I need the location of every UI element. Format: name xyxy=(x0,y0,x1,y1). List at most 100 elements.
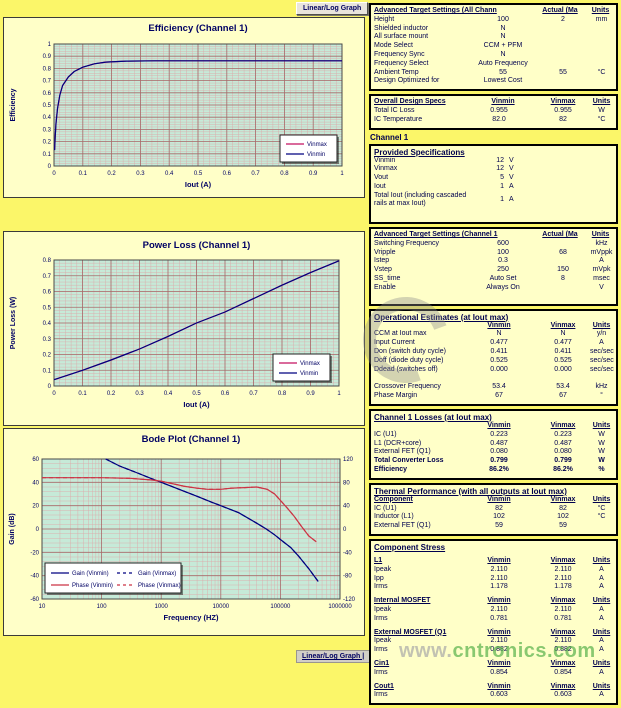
cell-vinmin: 0.000 xyxy=(490,365,508,373)
cell-vinmin: N xyxy=(496,330,502,338)
channel-label: Channel 1 xyxy=(370,132,409,142)
table-row: Overall Design Specs Vinmin Vinmax Units xyxy=(374,98,613,107)
cell-units: Units xyxy=(592,682,611,690)
table-row: Doff (diode duty cycle) 0.525 0.525 sec/sec xyxy=(374,356,614,366)
cell-vinmax: Vinmax xyxy=(550,495,576,503)
row-label: Vout xyxy=(374,174,389,182)
row-label: External MOSFET (Q1 xyxy=(374,628,447,636)
cell-vinmax: 2.110 xyxy=(554,574,572,582)
table-row: Ipeak 2.110 2.110 A xyxy=(374,606,613,615)
cell-vinmax: 0.477 xyxy=(554,339,572,347)
row-label: Inductor (L1) xyxy=(374,513,414,521)
cell-vinmin: 82.0 xyxy=(492,115,506,123)
row-label: Input Current xyxy=(374,339,415,347)
cell-vinmax: 2.110 xyxy=(554,605,572,613)
cell-vinmax: N xyxy=(560,330,566,338)
svg-text:0.9: 0.9 xyxy=(309,171,318,177)
section-title: Thermal Performance (with all outputs at… xyxy=(374,486,567,496)
table-row: IC (U1) 82 82 °C xyxy=(374,504,613,513)
svg-text:Gain (Vinmax): Gain (Vinmax) xyxy=(138,571,176,577)
row-label: Advanced Target Settings (All Chann xyxy=(374,7,497,15)
row-label: Cin1 xyxy=(374,659,390,667)
section-title: Operational Estimates (at Iout max) xyxy=(374,312,509,322)
cell-units: V xyxy=(599,283,604,291)
table-row: Ipp 2.110 2.110 A xyxy=(374,574,613,583)
table-row: All surface mount N xyxy=(374,33,613,42)
table-row: Istep 0.3 A xyxy=(374,257,613,266)
table-row: External FET (Q1) 59 59 xyxy=(374,522,613,531)
svg-text:20: 20 xyxy=(32,504,39,510)
svg-text:0.2: 0.2 xyxy=(43,140,52,146)
cell-vinmax: 0.000 xyxy=(554,365,572,373)
row-label: Don (switch duty cycle) xyxy=(374,348,446,355)
cell-units: ° xyxy=(600,392,603,400)
row-label: Irms xyxy=(374,646,388,654)
cell-vinmax: 102 xyxy=(557,513,569,521)
section-title: Channel 1 Losses (at Iout max) xyxy=(374,412,492,422)
cell-vinmin: 0.080 xyxy=(490,448,508,456)
svg-text:Vinmax: Vinmax xyxy=(300,361,320,367)
section-adv-target-ch1: Advanced Target Settings (Channel 1 Actua… xyxy=(369,226,618,306)
cell-vinmin: Actual (Ma xyxy=(542,231,578,239)
cell-vinmin: 82 xyxy=(495,504,503,512)
svg-text:100000: 100000 xyxy=(270,604,291,610)
cell-vinmin: 59 xyxy=(495,522,503,530)
cell-vinmin: 0.223 xyxy=(490,430,508,438)
bode-plot-chart: 10 100 1000 10000 100000 1000000 60 40 20 0 -20 -40… xyxy=(9,434,356,622)
cell-vinmin: 12 xyxy=(496,165,504,173)
row-label: Component xyxy=(374,495,413,503)
row-label: Irms xyxy=(374,691,388,699)
cell-vinmin: Lowest Cost xyxy=(483,77,523,85)
row-label: Doff (diode duty cycle) xyxy=(374,356,444,364)
svg-text:0.3: 0.3 xyxy=(43,127,52,133)
cell-vinmin: 2.110 xyxy=(490,605,508,613)
row-label: SS_time xyxy=(374,275,401,283)
linear-log-graph-button-bottom[interactable]: Linear/Log Graph | xyxy=(296,650,371,663)
table-row: Total IC Loss 0.955 0.955 W xyxy=(374,107,613,116)
cell-units: sec/sec xyxy=(590,356,614,364)
legend-box xyxy=(272,353,331,382)
section-adv-target-all: Advanced Target Settings (All Chann Actua… xyxy=(369,3,618,92)
series-Vinmin xyxy=(54,60,342,151)
svg-text:Gain (Vinmin): Gain (Vinmin) xyxy=(72,571,109,577)
cell-vinmin: 1.178 xyxy=(490,583,508,591)
cell-units: Units xyxy=(591,7,610,15)
row-label: All surface mount xyxy=(374,33,429,41)
cell-vinmin: Vinmin xyxy=(491,98,515,106)
cell-units: W xyxy=(598,448,605,456)
svg-text:0.1: 0.1 xyxy=(78,391,87,397)
cell-vinmin: CCM + PFM xyxy=(483,42,523,50)
section-operational-estimates: Operational Estimates (at Iout max) Vinmi… xyxy=(369,308,618,406)
cell-vinmax: 0.080 xyxy=(554,448,572,456)
table-row: Irms 0.603 0.603 A xyxy=(374,691,613,700)
row-label: Vstep xyxy=(374,266,392,274)
row-label: Crossover Frequency xyxy=(374,383,441,391)
section-thermal-performance: Thermal Performance (with all outputs at… xyxy=(369,482,618,536)
cell-units: Units xyxy=(592,628,611,636)
cell-vinmax: 0.603 xyxy=(554,691,572,699)
svg-text:1000: 1000 xyxy=(155,604,169,610)
cell-vinmax: Vinmax xyxy=(550,321,576,329)
cell-vinmin: 5 xyxy=(500,174,504,182)
svg-text:1000000: 1000000 xyxy=(328,604,352,610)
cell-vinmax: 53.4 xyxy=(556,383,570,391)
cell-units: W xyxy=(598,457,605,465)
cell-vinmin: 67 xyxy=(495,392,503,400)
svg-text:0.8: 0.8 xyxy=(280,171,289,177)
cell-vinmax: 0.487 xyxy=(554,439,572,447)
cell-vinmin: 0.487 xyxy=(490,439,508,447)
svg-text:0.4: 0.4 xyxy=(43,321,52,327)
linear-log-graph-button-top[interactable]: Linear/Log Graph xyxy=(296,2,369,15)
cell-vinmax: 86.2% xyxy=(553,465,573,473)
cell-vinmin: 2.110 xyxy=(490,637,508,645)
table-row: Vinmax 12 V xyxy=(374,165,613,174)
svg-text:Efficiency (Channel 1): Efficiency (Channel 1) xyxy=(148,23,247,34)
section-component-stress: Component Stress L1 Vinmin Vinmax Units Ipeak… xyxy=(369,538,618,706)
cell-units: % xyxy=(598,465,605,473)
cell-units: W xyxy=(598,107,605,115)
legend-box xyxy=(44,562,182,594)
cell-vinmin: 0.882 xyxy=(490,646,508,654)
table-row: Vinmin 12 V xyxy=(374,157,613,166)
svg-text:0.7: 0.7 xyxy=(249,391,258,397)
cell-vinmin: 0.477 xyxy=(490,339,508,347)
